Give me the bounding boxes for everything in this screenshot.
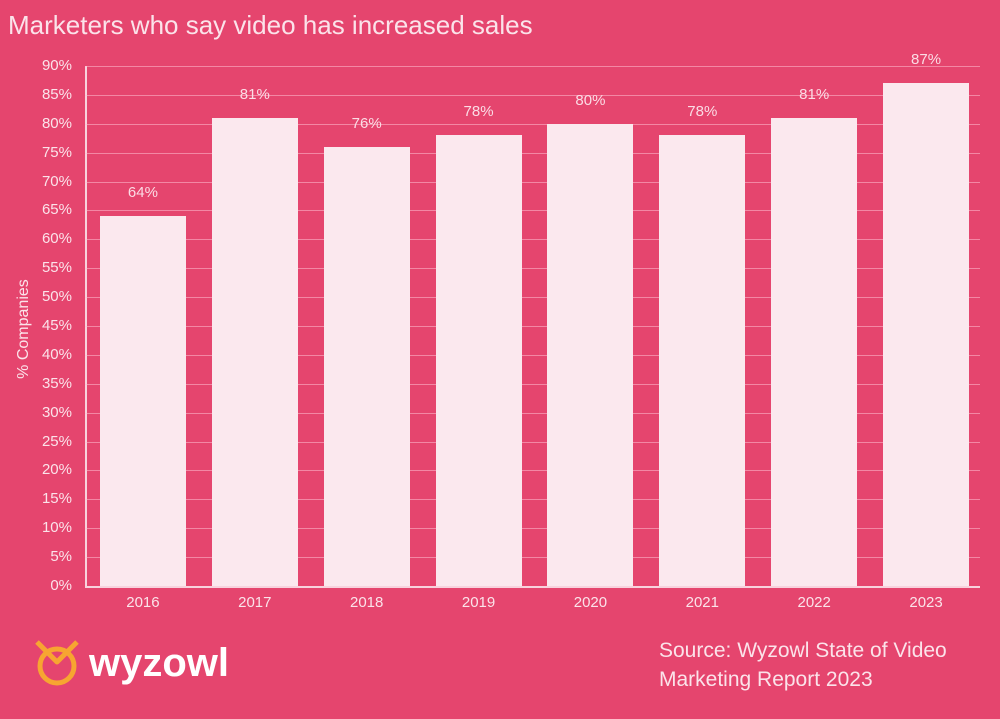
value-label: 87% [911, 51, 942, 69]
bar-2019 [435, 135, 522, 586]
y-tick-label: 30% [41, 403, 72, 421]
y-tick-label: 85% [41, 85, 72, 103]
gridline [85, 123, 980, 125]
bar-2021 [659, 135, 746, 586]
y-tick-label: 70% [41, 172, 72, 190]
bar-2022 [771, 118, 858, 586]
y-tick-label: 25% [41, 432, 72, 450]
value-label: 76% [351, 114, 382, 132]
gridline [85, 441, 980, 443]
y-tick-label: 90% [41, 57, 72, 74]
bar-2018 [323, 146, 410, 586]
y-tick-label: 0% [50, 577, 72, 594]
gridline [85, 557, 980, 559]
value-label: 80% [575, 91, 606, 109]
gridline [85, 152, 980, 154]
plot-area: 0% 5% 10% 15% 20% 25% 30% 35% 40% 45% 50% 55% 60% 65%… [42, 51, 980, 611]
gridline [85, 354, 980, 356]
gridline [85, 383, 980, 385]
y-tick-label: 40% [41, 345, 72, 363]
y-tick-label: 20% [41, 461, 72, 479]
y-tick-label: 55% [41, 259, 72, 277]
gridline [85, 528, 980, 530]
source-note: Source: Wyzowl State of Video Marketing … [659, 636, 947, 694]
x-tick-label: 2021 [685, 594, 719, 611]
logo-text: wyzowl [89, 640, 230, 685]
y-tick-label: 45% [41, 317, 72, 334]
y-tick-label: 15% [41, 490, 72, 508]
value-label: 64% [127, 184, 158, 202]
y-tick-label: 80% [41, 114, 72, 132]
value-label: 81% [799, 86, 830, 103]
gridline [85, 326, 980, 327]
gridline [85, 268, 980, 270]
x-tick-label: 2019 [461, 594, 496, 611]
gridline [85, 297, 980, 299]
gridline [85, 66, 980, 67]
value-label: 81% [239, 86, 270, 103]
value-label: 78% [463, 103, 494, 121]
x-tick-label: 2016 [126, 594, 160, 611]
y-tick-label: 50% [41, 288, 72, 306]
bar-2016 [99, 216, 186, 586]
x-tick-label: 2023 [909, 594, 943, 611]
gridline [85, 239, 980, 241]
x-tick-label: 2018 [350, 594, 384, 611]
gridline [85, 499, 980, 501]
gridline [85, 210, 980, 212]
gridline [85, 412, 980, 414]
y-tick-label: 75% [41, 143, 72, 161]
y-tick-label: 5% [50, 548, 72, 566]
x-tick-label: 2017 [238, 594, 272, 611]
x-tick-label: 2020 [573, 594, 608, 611]
y-tick-label: 35% [41, 374, 72, 392]
bar-2017 [211, 118, 298, 586]
y-tick-label: 10% [41, 519, 72, 537]
source-line-1: Source: Wyzowl State of Video [659, 639, 947, 662]
chart-title: Marketers who say video has increased sa… [8, 10, 533, 40]
bar-2020 [547, 123, 634, 586]
gridline [85, 470, 980, 472]
y-tick-label: 65% [41, 201, 72, 219]
wyzowl-logo: wyzowl [33, 638, 229, 688]
value-label: 78% [687, 103, 718, 121]
y-tick-label: 60% [41, 230, 72, 248]
gridline [85, 94, 980, 96]
x-tick-label: 2022 [797, 594, 831, 611]
x-axis-line [85, 586, 980, 588]
source-line-2: Marketing Report 2023 [659, 668, 873, 691]
gridline [85, 181, 980, 183]
bar-2023 [883, 83, 970, 586]
owl-icon [35, 640, 79, 686]
